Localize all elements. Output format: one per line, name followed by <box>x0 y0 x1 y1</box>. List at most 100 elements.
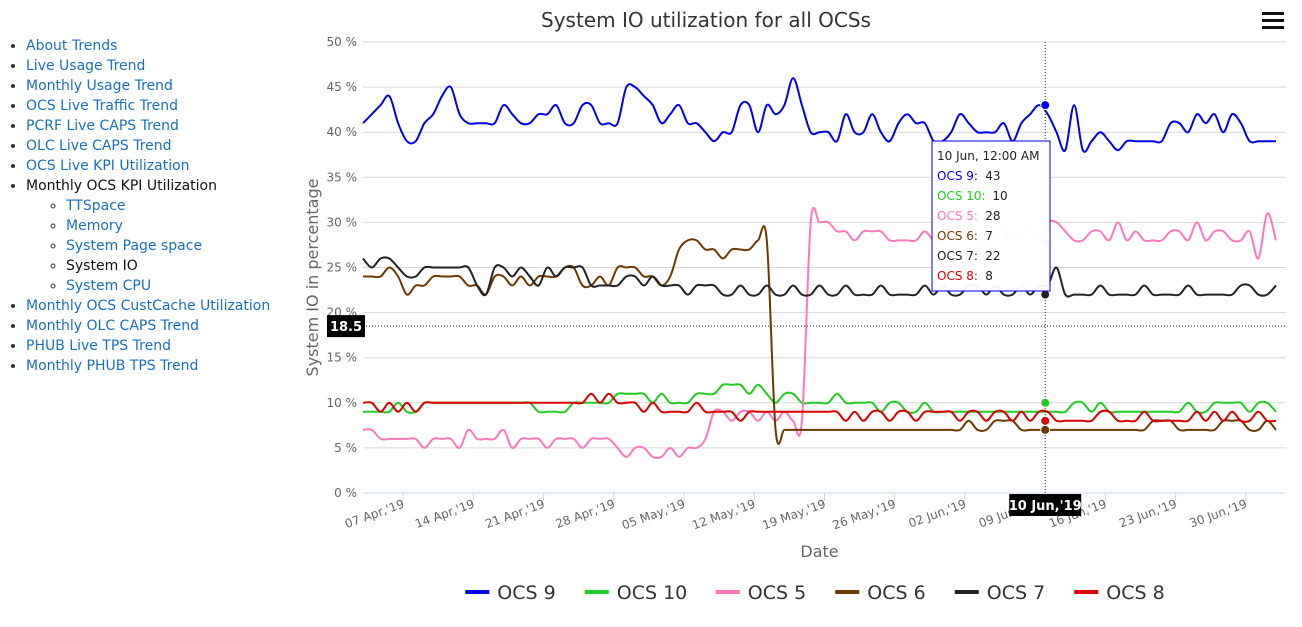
nav-item-system-page-space[interactable]: System Page space <box>66 236 290 256</box>
crosshair-x-label-box <box>1009 494 1082 516</box>
legend-item-ocs-10[interactable]: OCS 10 <box>584 582 688 604</box>
y-tick-label: 25 % <box>327 261 358 275</box>
nav-link[interactable]: System Page space <box>66 238 203 254</box>
nav-link[interactable]: TTSpace <box>66 198 126 214</box>
x-tick-label: 26 May,'19 <box>831 497 898 533</box>
series-line-ocs-9 <box>362 77 1276 153</box>
nav-item-monthly-phub-tps-trend[interactable]: Monthly PHUB TPS Trend <box>26 356 290 376</box>
chart-container: System IO utilization for all OCSs 0 % 5 %… <box>290 0 1302 627</box>
nav-item-monthly-usage-trend[interactable]: Monthly Usage Trend <box>26 76 290 96</box>
legend-item-ocs-6[interactable]: OCS 6 <box>835 582 926 604</box>
nav-link[interactable]: Monthly OLC CAPS Trend <box>26 318 199 334</box>
tooltip-series-value: 43 <box>985 169 1000 183</box>
nav-link[interactable]: OLC Live CAPS Trend <box>26 138 172 154</box>
x-tick-label: 02 Jun,'19 <box>907 497 968 531</box>
tooltip-series-name: OCS 6: <box>937 229 978 243</box>
nav-link[interactable]: Live Usage Trend <box>26 58 146 74</box>
nav-item-phub-live-tps-trend[interactable]: PHUB Live TPS Trend <box>26 336 290 356</box>
x-axis-title: Date <box>800 542 838 561</box>
series-line-ocs-8 <box>362 392 1277 423</box>
nav-link[interactable]: System CPU <box>66 278 152 294</box>
y-tick-label: 30 % <box>327 215 358 229</box>
y-tick-label: 10 % <box>327 396 358 410</box>
nav-item-system-cpu[interactable]: System CPU <box>66 276 290 296</box>
nav-item-monthly-ocs-kpi-utilization[interactable]: Monthly OCS KPI Utilization TTSpace Memory… <box>26 176 290 296</box>
crosshair-x-label: 10 Jun,'19 <box>1009 499 1082 514</box>
tooltip-series-name: OCS 8: <box>937 269 978 283</box>
legend-label: OCS 10 <box>617 582 688 604</box>
sidebar-nav: About Trends Live Usage Trend Monthly Usag… <box>0 36 290 376</box>
tooltip-series-value: 8 <box>985 269 993 283</box>
y-tick-label: 45 % <box>327 80 358 94</box>
tooltip-series-value: 7 <box>985 229 993 243</box>
hover-marker <box>1040 424 1051 435</box>
nav-link[interactable]: About Trends <box>26 38 118 54</box>
y-tick-label: 40 % <box>327 125 358 139</box>
nav-item-live-usage-trend[interactable]: Live Usage Trend <box>26 56 290 76</box>
nav-item-system-io[interactable]: System IO <box>66 256 290 276</box>
y-tick-label: 35 % <box>327 170 358 184</box>
hover-marker <box>1040 397 1051 408</box>
legend-label: OCS 5 <box>748 582 806 604</box>
tooltip-series-value: 28 <box>985 209 1000 223</box>
hover-marker <box>1040 415 1051 426</box>
tooltip-box <box>931 140 1051 292</box>
x-tick-label: 23 Jun,'19 <box>1117 497 1178 531</box>
x-tick-label: 21 Apr,'19 <box>483 497 546 531</box>
legend-label: OCS 6 <box>867 582 925 604</box>
nav-link[interactable]: Monthly Usage Trend <box>26 78 173 94</box>
nav-item-olc-live-caps-trend[interactable]: OLC Live CAPS Trend <box>26 136 290 156</box>
x-tick-label: 19 May,'19 <box>760 497 827 533</box>
legend-item-ocs-5[interactable]: OCS 5 <box>715 582 806 604</box>
legend-label: OCS 7 <box>987 582 1045 604</box>
crosshair-y-label: 18.5 <box>330 320 362 335</box>
nav-item-monthly-olc-caps-trend[interactable]: Monthly OLC CAPS Trend <box>26 316 290 336</box>
legend-item-ocs-8[interactable]: OCS 8 <box>1074 582 1165 604</box>
chart-title: System IO utilization for all OCSs <box>541 8 871 32</box>
line-chart: System IO utilization for all OCSs 0 % 5 %… <box>303 8 1286 604</box>
nav-link[interactable]: PCRF Live CAPS Trend <box>26 118 179 134</box>
y-tick-label: 5 % <box>334 441 357 455</box>
hover-marker <box>1040 100 1051 111</box>
crosshair-y-label-box <box>327 315 365 338</box>
nav-item-pcrf-live-caps-trend[interactable]: PCRF Live CAPS Trend <box>26 116 290 136</box>
x-tick-label: 12 May,'19 <box>690 497 757 533</box>
nav-item-ocs-live-traffic-trend[interactable]: OCS Live Traffic Trend <box>26 96 290 116</box>
nav-link[interactable]: System IO <box>66 258 138 274</box>
chart-menu-icon[interactable] <box>1262 12 1284 30</box>
nav-list: TTSpace Memory System Page space System IO S… <box>26 196 290 296</box>
legend-item-ocs-7[interactable]: OCS 7 <box>954 582 1045 604</box>
y-tick-label: 50 % <box>327 35 358 49</box>
tooltip-series-name: OCS 9: <box>937 169 978 183</box>
nav-link[interactable]: Monthly OCS CustCache Utilization <box>26 298 271 314</box>
nav-link[interactable]: Memory <box>66 218 123 234</box>
tooltip-series-name: OCS 5: <box>937 209 978 223</box>
y-axis-title: System IO in percentage <box>303 179 322 377</box>
tooltip-series-name: OCS 10: <box>937 189 986 203</box>
series-line-ocs-5 <box>362 206 1277 460</box>
nav-item-monthly-ocs-custcache-utilization[interactable]: Monthly OCS CustCache Utilization <box>26 296 290 316</box>
x-tick-label: 07 Apr,'19 <box>343 497 406 531</box>
y-tick-label: 0 % <box>334 486 357 500</box>
legend-item-ocs-9[interactable]: OCS 9 <box>465 582 556 604</box>
nav-link[interactable]: OCS Live KPI Utilization <box>26 158 190 174</box>
y-tick-label: 15 % <box>327 351 358 365</box>
x-tick-label: 05 May,'19 <box>620 497 687 533</box>
nav-link[interactable]: Monthly OCS KPI Utilization <box>26 178 217 194</box>
nav-item-memory[interactable]: Memory <box>66 216 290 236</box>
series-line-ocs-6 <box>363 225 1277 445</box>
tooltip-header: 10 Jun, 12:00 AM <box>937 149 1039 163</box>
nav-list: About Trends Live Usage Trend Monthly Usag… <box>0 36 290 376</box>
legend-label: OCS 8 <box>1106 582 1164 604</box>
nav-link[interactable]: PHUB Live TPS Trend <box>26 338 171 354</box>
series-line-ocs-7 <box>362 256 1277 298</box>
tooltip-series-value: 22 <box>985 249 1000 263</box>
nav-item-ttspace[interactable]: TTSpace <box>66 196 290 216</box>
series-line-ocs-10 <box>362 383 1277 414</box>
nav-item-ocs-live-kpi-utilization[interactable]: OCS Live KPI Utilization <box>26 156 290 176</box>
nav-link[interactable]: OCS Live Traffic Trend <box>26 98 178 114</box>
x-tick-label: 30 Jun,'19 <box>1188 497 1249 531</box>
nav-item-about-trends[interactable]: About Trends <box>26 36 290 56</box>
legend-label: OCS 9 <box>497 582 555 604</box>
nav-link[interactable]: Monthly PHUB TPS Trend <box>26 358 199 374</box>
